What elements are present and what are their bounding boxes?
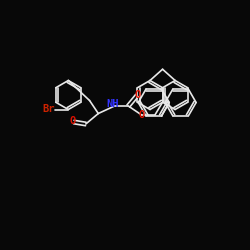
Text: O: O — [69, 116, 75, 126]
Text: NH: NH — [106, 99, 119, 109]
Text: O: O — [135, 90, 141, 100]
Text: Br: Br — [43, 104, 55, 115]
Text: O: O — [138, 110, 144, 120]
